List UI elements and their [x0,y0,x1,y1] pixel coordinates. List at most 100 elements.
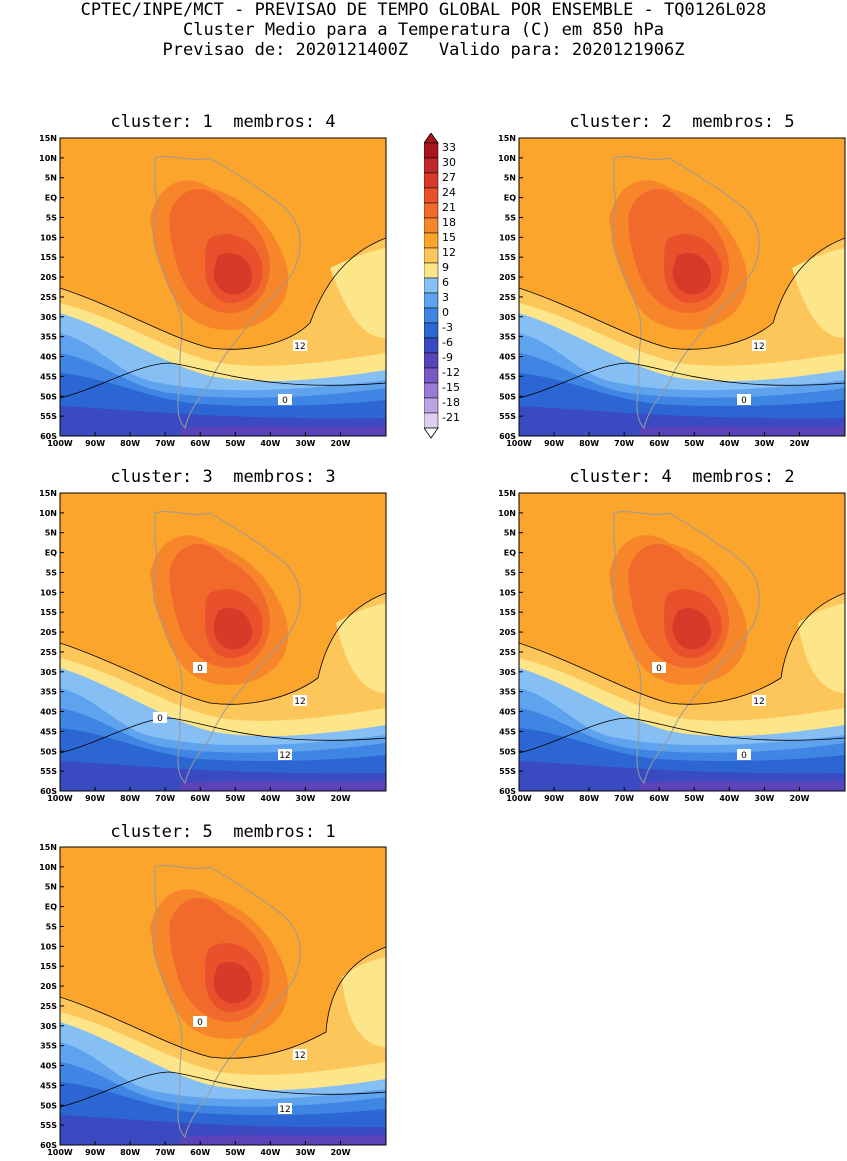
lat-tick-label: 10N [498,154,516,163]
lat-tick-label: 5N [45,883,57,892]
lon-tick-label: 70W [155,439,175,448]
svg-text:0: 0 [197,1018,203,1028]
lat-tick-label: 35S [499,333,516,342]
lat-tick-label: 5N [45,529,57,538]
lon-tick-label: 100W [47,794,73,803]
lat-tick-label: 5S [46,213,58,222]
lat-tick-label: 15N [39,134,57,143]
contour-label: 0 [737,394,751,406]
lon-tick-label: 30W [754,794,774,803]
lat-tick-label: 50S [499,747,516,756]
lon-tick-label: 50W [225,794,245,803]
colorbar-swatch [423,292,439,309]
lon-tick-label: 80W [120,1148,140,1157]
lat-tick-label: EQ [45,549,57,558]
lat-tick-label: 10S [499,588,516,597]
lon-tick-label: 30W [295,439,315,448]
lat-tick-label: 15N [39,843,57,852]
lon-tick-label: 50W [684,439,704,448]
lon-tick-label: 70W [155,794,175,803]
lon-tick-label: 60W [190,1148,210,1157]
colorbar-label: 9 [442,261,449,274]
lat-tick-label: 40S [40,708,57,717]
lon-tick-label: 40W [719,439,739,448]
lat-tick-label: 35S [40,688,57,697]
svg-text:0: 0 [656,664,662,674]
svg-text:12: 12 [294,1051,305,1061]
header-line-1: CPTEC/INPE/MCT - PREVISAO DE TEMPO GLOBA… [80,0,767,20]
lat-tick-label: 25S [499,293,516,302]
svg-text:12: 12 [294,342,305,352]
colorbar-label: -15 [442,381,460,394]
lon-tick-label: 20W [330,1148,350,1157]
lat-tick-label: 20S [40,273,57,282]
colorbar-swatch [423,187,439,204]
lon-tick-label: 60W [649,439,669,448]
lat-tick-label: 60S [40,787,57,796]
svg-text:0: 0 [741,751,747,761]
lat-tick-label: 60S [499,432,516,441]
svg-text:0: 0 [282,396,288,406]
lat-tick-label: 20S [499,273,516,282]
lat-tick-label: 5N [504,529,516,538]
contour-label: 12 [293,695,307,707]
panel-4-title: cluster: 4 membros: 2 [569,467,795,487]
lat-tick-label: 5S [505,568,517,577]
colorbar-label: -9 [442,351,453,364]
lat-tick-label: 5N [504,174,516,183]
lat-tick-label: 55S [40,1121,57,1130]
lat-tick-label: 25S [40,1002,57,1011]
colorbar-label: 27 [442,171,456,184]
contour-label: 12 [293,340,307,352]
panel-3-title: cluster: 3 membros: 3 [110,467,336,487]
lat-tick-label: 30S [40,1022,57,1031]
contour-label: 0 [193,1016,207,1028]
lon-tick-label: 60W [190,794,210,803]
lat-tick-label: 5S [505,213,517,222]
lat-tick-label: 10N [39,154,57,163]
svg-text:12: 12 [753,697,764,707]
svg-text:0: 0 [197,664,203,674]
lat-tick-label: 45S [40,372,57,381]
colorbar-swatch [423,142,439,159]
lat-tick-label: 15N [498,134,516,143]
lat-tick-label: EQ [45,903,57,912]
lat-tick-label: 45S [499,372,516,381]
lat-tick-label: 20S [40,982,57,991]
lat-tick-label: 10S [40,233,57,242]
lon-tick-label: 30W [295,1148,315,1157]
colorbar-swatch [423,172,439,189]
lat-tick-label: 15S [40,608,57,617]
panel-2-title: cluster: 2 membros: 5 [569,112,795,132]
lat-tick-label: 40S [499,353,516,362]
lat-tick-label: 60S [40,432,57,441]
lon-tick-label: 20W [330,439,350,448]
lon-tick-label: 20W [789,794,809,803]
lat-tick-label: 40S [40,1062,57,1071]
colorbar-swatch [423,262,439,279]
colorbar-label: 12 [442,246,456,259]
colorbar-swatch [423,337,439,354]
map-panel-cluster-3: 12 12 0 0 15N 10N 5N EQ 5S 10S 15S 20S 25S 30S 35S 40S 4… [30,489,390,807]
map-panel-cluster-4: 12 0 0 15N 10N 5N EQ 5S 10S 15S 20S 25S 30S 35S 40S 45S… [489,489,847,807]
lon-tick-label: 90W [85,794,105,803]
lat-tick-label: EQ [504,549,516,558]
lon-tick-label: 100W [506,439,532,448]
lat-tick-label: 30S [40,668,57,677]
colorbar-swatch [423,397,439,414]
lat-tick-label: 60S [499,787,516,796]
colorbar-bottom-arrow [423,427,439,439]
lat-tick-label: 30S [40,313,57,322]
lat-tick-label: 20S [499,628,516,637]
colorbar-label: 30 [442,156,456,169]
lat-tick-label: 10S [499,233,516,242]
lat-tick-label: 50S [40,747,57,756]
lon-tick-label: 20W [789,439,809,448]
colorbar-label: 15 [442,231,456,244]
panel-5-title: cluster: 5 membros: 1 [110,822,336,842]
lat-tick-label: 55S [499,412,516,421]
lat-tick-label: 15S [40,253,57,262]
colorbar-swatch [423,412,439,429]
lat-tick-label: 55S [499,767,516,776]
colorbar-swatch [423,217,439,234]
